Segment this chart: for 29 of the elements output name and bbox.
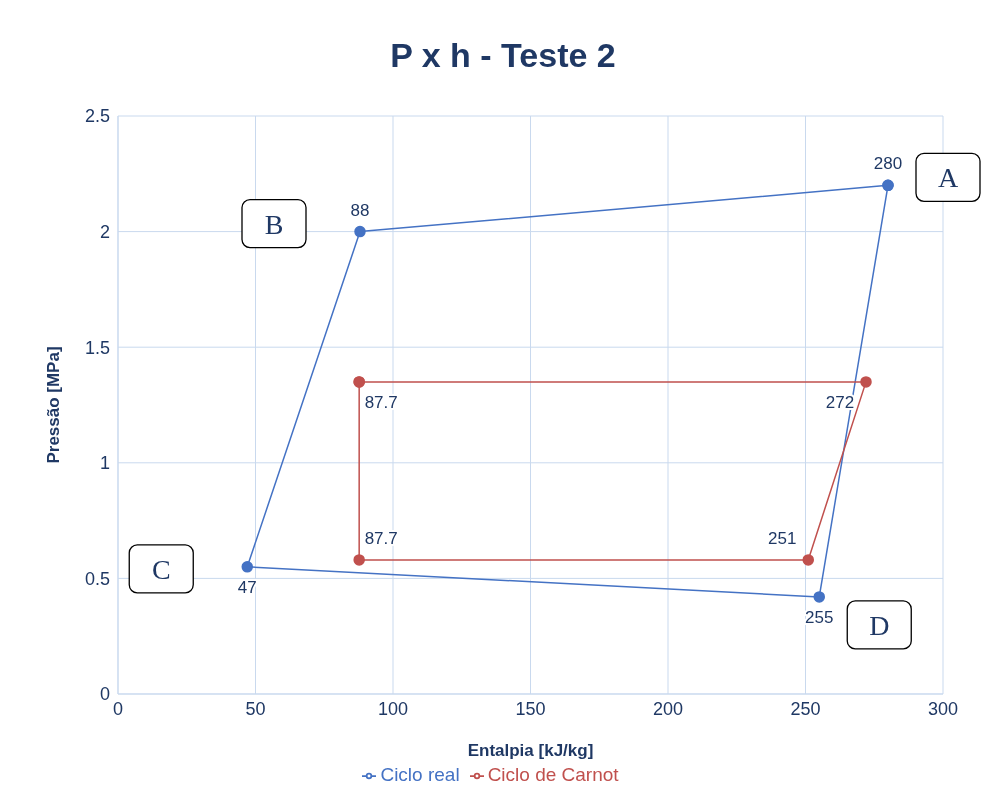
x-axis-title: Entalpia [kJ/kg] — [467, 741, 594, 760]
y-tick-label: 0 — [99, 684, 110, 705]
y-axis-title: Pressão [MPa] — [44, 346, 64, 464]
annotation: 280 — [873, 154, 903, 174]
annotation: 47 — [237, 577, 257, 597]
y-tick-label: 2.5 — [84, 106, 110, 127]
x-tick-label: 100 — [377, 698, 409, 719]
legend-label: Ciclo de Carnot — [487, 764, 619, 785]
annotation: A — [937, 162, 959, 194]
x-tick-label: 150 — [515, 698, 546, 719]
y-tick-label: 1 — [99, 453, 110, 474]
y-tick-label: 2 — [99, 221, 110, 242]
chart-title: P x h - Teste 2 — [389, 35, 617, 76]
x-tick-label: 200 — [652, 698, 684, 719]
annotation: 88 — [350, 200, 370, 220]
annotation: 87.7 — [364, 392, 398, 412]
x-tick-label: 300 — [927, 698, 959, 719]
legend-label: Ciclo real — [380, 764, 460, 785]
annotation: B — [264, 208, 284, 240]
y-tick-label: 1.5 — [84, 337, 110, 358]
annotation: D — [869, 609, 890, 641]
annotation: 87.7 — [364, 528, 398, 548]
x-tick-label: 50 — [245, 698, 266, 719]
x-tick-label: 250 — [790, 698, 821, 719]
y-tick-label: 0.5 — [84, 568, 110, 589]
x-tick-label: 0 — [112, 698, 124, 719]
annotation: C — [151, 553, 171, 585]
annotation: 255 — [805, 607, 834, 627]
annotation: 251 — [768, 528, 797, 548]
